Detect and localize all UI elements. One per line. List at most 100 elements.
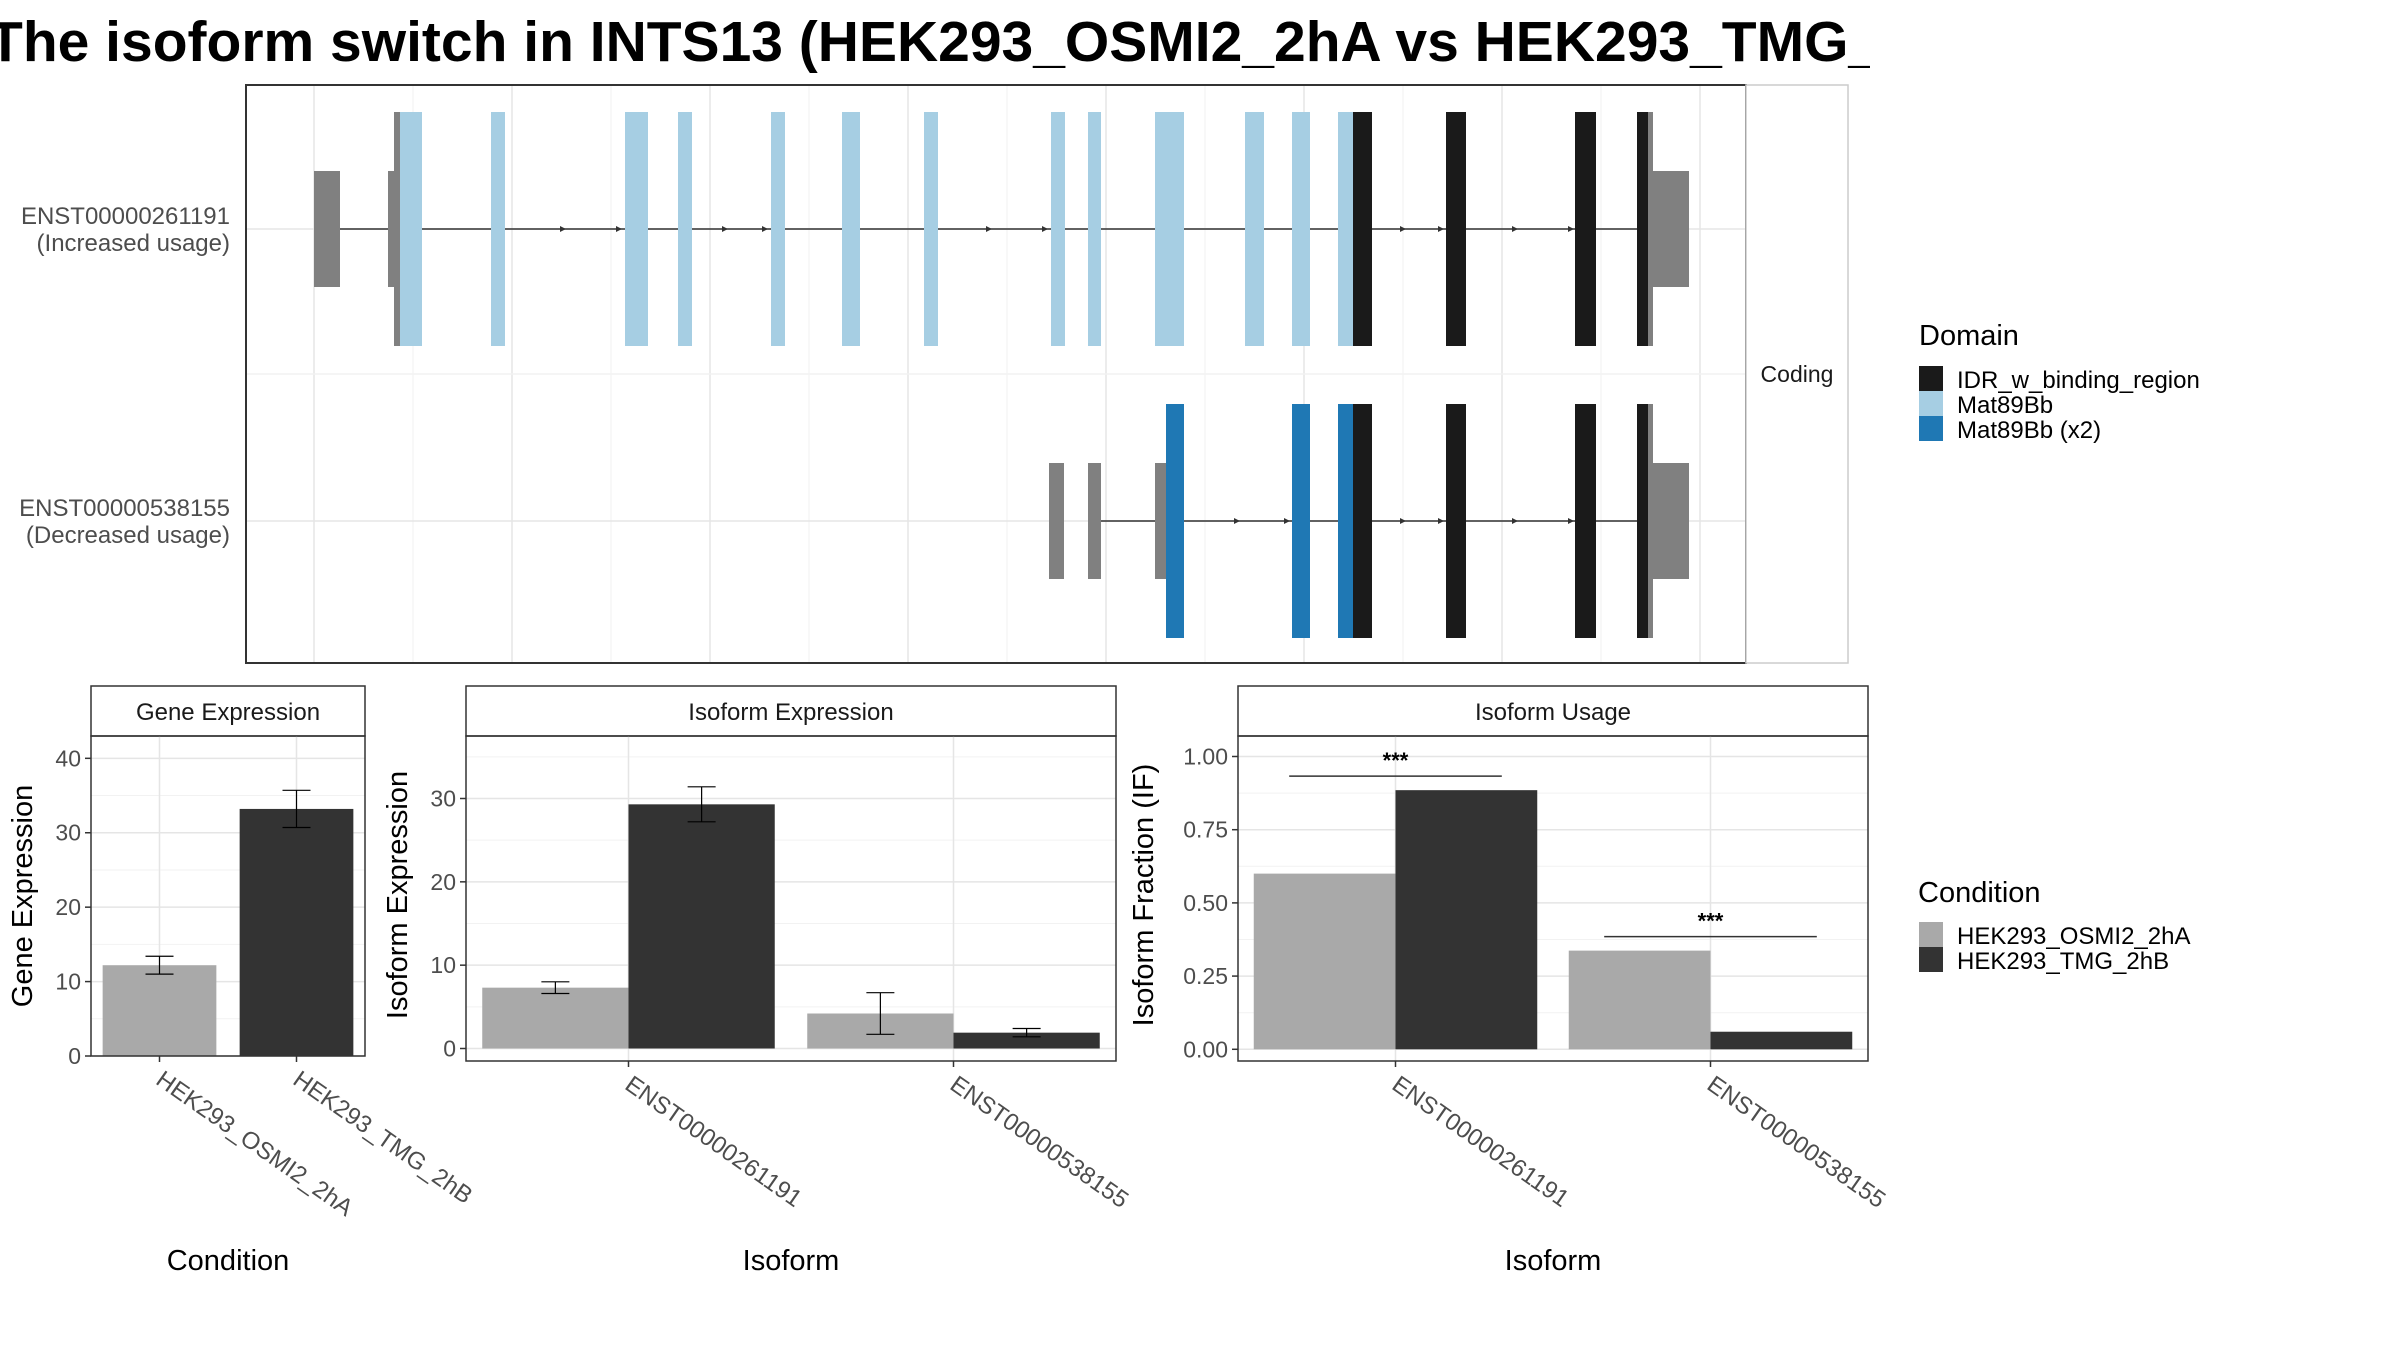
domain-legend: Domain IDR_w_binding_region Mat89Bb Mat8… — [1919, 320, 2200, 444]
intron-arrow — [986, 226, 992, 232]
isoform-usage-border — [1237, 735, 1869, 1062]
coding-exon — [1446, 112, 1466, 346]
coding-exon — [1051, 112, 1065, 346]
isoform-usage-bar — [1568, 950, 1711, 1050]
coding-exon — [771, 112, 785, 346]
utr-exon — [388, 171, 396, 287]
utr-exon — [1049, 463, 1064, 579]
y-tick-label: 20 — [55, 894, 81, 920]
domain-legend-title: Domain — [1919, 320, 2019, 352]
condition-legend: Condition HEK293_OSMI2_2hA HEK293_TMG_2h… — [1918, 877, 2190, 975]
isoform-expression-bar — [628, 804, 775, 1049]
transcript-2-id: ENST00000538155 — [19, 495, 230, 522]
utr-exon — [1653, 463, 1689, 579]
coding-exon — [625, 112, 648, 346]
x-tick-label: ENST00000538155 — [945, 1071, 1133, 1214]
utr-exon — [314, 171, 340, 287]
y-tick-label: 0.00 — [1183, 1036, 1228, 1062]
coding-exon — [400, 112, 422, 346]
isoform-usage-title: Isoform Usage — [1475, 699, 1631, 726]
coding-exon — [1245, 112, 1264, 346]
isoform-usage-bar — [1253, 873, 1396, 1050]
coding-exon — [1575, 404, 1596, 638]
structure-facet-strip — [1745, 84, 1849, 664]
isoform-expression-bar — [482, 987, 629, 1049]
isoform-usage-x-ticks: ENST00000261191 ENST00000538155 — [1387, 1061, 1890, 1214]
condition-legend-label-tmg: HEK293_TMG_2hB — [1957, 948, 2169, 975]
title-area: The isoform switch in INTS13 (HEK293_OSM… — [0, 0, 1870, 80]
condition-legend-label-osmi: HEK293_OSMI2_2hA — [1957, 923, 2190, 950]
domain-legend-label-mat89bb-x2: Mat89Bb (x2) — [1957, 417, 2101, 444]
y-tick-label: 0 — [443, 1036, 456, 1062]
gene-expression-error-bars — [145, 789, 311, 975]
y-tick-label: 10 — [55, 969, 81, 995]
coding-exon — [1648, 112, 1653, 346]
coding-exon — [1353, 112, 1372, 346]
coding-exon — [1338, 404, 1353, 638]
y-tick-label: 0 — [68, 1043, 81, 1069]
isoform-expression-bars — [482, 804, 1100, 1049]
intron-arrow — [560, 226, 566, 232]
isoform-expression-error-bars — [541, 786, 1041, 1038]
domain-legend-key-mat89bb-x2 — [1919, 416, 1943, 441]
y-tick-label: 0.75 — [1183, 817, 1228, 843]
gene-expression-bar — [102, 965, 217, 1056]
intron-arrow — [1234, 518, 1240, 524]
coding-exon — [1575, 112, 1596, 346]
gene-expression-title: Gene Expression — [136, 699, 320, 726]
y-tick-label: 30 — [55, 820, 81, 846]
isoform-usage-significance: *** *** — [1289, 748, 1817, 938]
transcript-tracks — [314, 112, 1689, 638]
y-tick-label: 20 — [430, 869, 456, 895]
intron-arrow — [1568, 518, 1574, 524]
coding-exon — [1338, 112, 1353, 346]
intron-arrow — [722, 226, 728, 232]
gene-expression-y-axis-label: Gene Expression — [7, 785, 39, 1007]
domain-legend-key-mat89bb — [1919, 391, 1943, 416]
intron-arrow — [1284, 518, 1290, 524]
y-tick-label: 0.50 — [1183, 890, 1228, 916]
significance-label: *** — [1383, 748, 1409, 773]
coding-exon — [1446, 404, 1466, 638]
coding-exon — [1088, 112, 1101, 346]
isoform-expression-x-ticks: ENST00000261191 ENST00000538155 — [620, 1061, 1133, 1214]
intron-arrow — [1438, 518, 1444, 524]
intron-arrow — [1400, 518, 1406, 524]
intron-arrow — [1512, 226, 1518, 232]
coding-exon — [1637, 112, 1648, 346]
isoform-usage-strip — [1237, 685, 1869, 737]
coding-exon — [678, 112, 692, 346]
gene-expression-bar — [239, 808, 354, 1056]
isoform-usage-x-axis-label: Isoform — [1505, 1245, 1602, 1277]
y-tick-label: 30 — [430, 786, 456, 812]
gene-expression-x-axis-label: Condition — [167, 1245, 290, 1277]
coding-exon — [1292, 404, 1310, 638]
isoform-expression-border — [465, 735, 1117, 1062]
y-tick-label: 1.00 — [1183, 743, 1228, 769]
main-title: The isoform switch in INTS13 (HEK293_OSM… — [0, 10, 1870, 74]
coding-exon — [1292, 112, 1310, 346]
condition-legend-key-tmg — [1919, 947, 1943, 972]
y-tick-label: 0.25 — [1183, 963, 1228, 989]
transcript-1-id: ENST00000261191 — [21, 203, 230, 230]
x-tick-label: ENST00000261191 — [1387, 1071, 1574, 1213]
significance-label: *** — [1698, 909, 1724, 934]
intron-arrow — [762, 226, 768, 232]
utr-exon — [1155, 463, 1168, 579]
domain-legend-label-idr: IDR_w_binding_region — [1957, 367, 2200, 394]
isoform-expression-x-axis-label: Isoform — [743, 1245, 840, 1277]
coding-exon — [1637, 404, 1648, 638]
intron-arrow — [616, 226, 622, 232]
isoform-expression-strip — [465, 685, 1117, 737]
isoform-expression-y-axis-label: Isoform Expression — [382, 771, 414, 1019]
intron-arrow — [1400, 226, 1406, 232]
transcript-track-1 — [314, 112, 1689, 346]
isoform-expression-title: Isoform Expression — [688, 699, 893, 726]
transcript-1-usage: (Increased usage) — [37, 230, 230, 257]
x-tick-label: ENST00000261191 — [620, 1071, 807, 1213]
isoform-expression-bar — [953, 1032, 1100, 1049]
coding-exon — [1155, 112, 1184, 346]
transcript-track-2 — [1049, 404, 1689, 638]
